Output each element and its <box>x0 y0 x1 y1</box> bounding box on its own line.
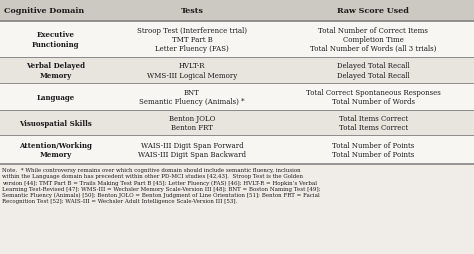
Text: Visuospatial Skills: Visuospatial Skills <box>19 119 92 127</box>
Text: WAIS-III Digit Span Forward
WAIS-III Digit Span Backward: WAIS-III Digit Span Forward WAIS-III Dig… <box>138 141 246 158</box>
Text: Cognitive Domain: Cognitive Domain <box>4 7 84 15</box>
Text: Benton JOLO
Benton FRT: Benton JOLO Benton FRT <box>169 115 215 132</box>
Text: Note.  * While controversy remains over which cognitive domain should include se: Note. * While controversy remains over w… <box>2 167 320 204</box>
Bar <box>0 84 474 111</box>
Bar <box>0 136 474 164</box>
Text: Total Number of Correct Items
Completion Time
Total Number of Words (all 3 trial: Total Number of Correct Items Completion… <box>310 27 437 53</box>
Text: Delayed Total Recall
Delayed Total Recall: Delayed Total Recall Delayed Total Recal… <box>337 62 410 79</box>
Text: Raw Score Used: Raw Score Used <box>337 7 409 15</box>
Text: Total Number of Points
Total Number of Points: Total Number of Points Total Number of P… <box>332 141 414 158</box>
Text: HVLT-R
WMS-III Logical Memory: HVLT-R WMS-III Logical Memory <box>147 62 237 79</box>
Text: Executive
Functioning: Executive Functioning <box>32 31 80 49</box>
Text: Tests: Tests <box>181 7 203 15</box>
Bar <box>0 57 474 84</box>
Bar <box>0 22 474 57</box>
Text: Total Correct Spontaneous Responses
Total Number of Words: Total Correct Spontaneous Responses Tota… <box>306 89 441 106</box>
Text: Verbal Delayed
Memory: Verbal Delayed Memory <box>26 62 85 79</box>
Text: Attention/Working
Memory: Attention/Working Memory <box>19 141 92 158</box>
Text: Stroop Test (Interference trial)
TMT Part B
Letter Fluency (FAS): Stroop Test (Interference trial) TMT Par… <box>137 27 247 53</box>
Text: Language: Language <box>36 93 75 101</box>
Bar <box>0 111 474 136</box>
Text: BNT
Semantic Fluency (Animals) *: BNT Semantic Fluency (Animals) * <box>139 89 245 106</box>
Bar <box>0 0 474 22</box>
Text: Total Items Correct
Total Items Correct: Total Items Correct Total Items Correct <box>339 115 408 132</box>
